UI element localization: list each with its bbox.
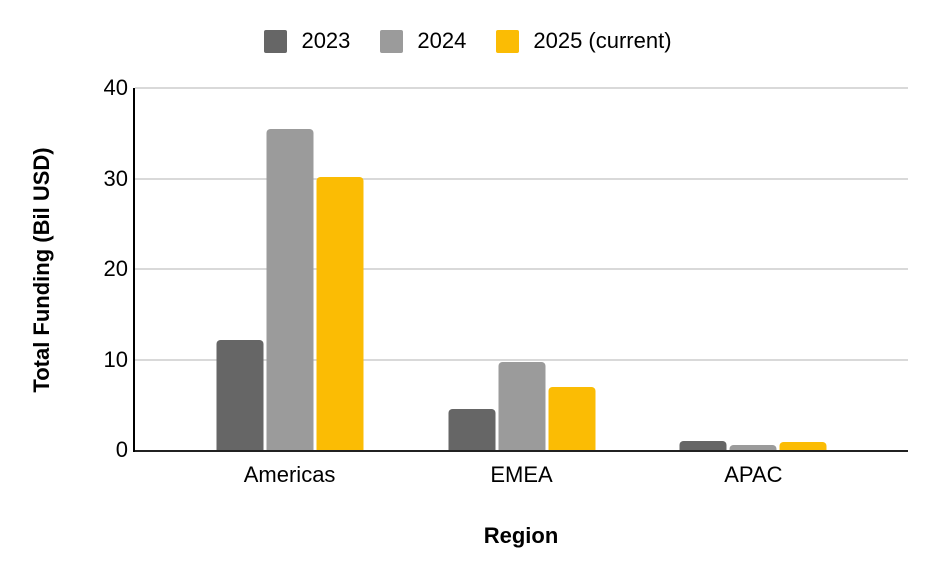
- x-axis-title: Region: [483, 523, 559, 548]
- legend-label-2023: 2023: [301, 28, 351, 53]
- y-tick-40: 40: [103, 75, 128, 100]
- y-axis-line: [133, 88, 135, 452]
- gridline-40: [135, 87, 908, 89]
- legend-item-2024: 2024: [380, 29, 466, 53]
- category-label-emea: EMEA: [490, 462, 553, 487]
- plot-area: [135, 87, 908, 450]
- bar-group-americas: [216, 88, 364, 450]
- legend-swatch-2023: [264, 29, 288, 53]
- bar-americas-2023: [216, 339, 264, 450]
- bar-americas-2025-current: [316, 176, 364, 450]
- x-axis-category-labels: Americas EMEA APAC: [135, 462, 908, 488]
- bar-apac-2023: [679, 440, 727, 450]
- bar-group-apac: [679, 88, 827, 450]
- y-tick-20: 20: [103, 256, 128, 281]
- x-axis-line: [135, 450, 908, 452]
- bar-emea-2023: [448, 409, 495, 450]
- gridline-20: [135, 268, 908, 270]
- bar-emea-2024: [498, 362, 545, 450]
- bar-apac-2025-current: [779, 441, 827, 450]
- legend-item-2025: 2025 (current): [496, 28, 672, 53]
- legend: 2023 2024 2025 (current): [0, 29, 936, 53]
- category-label-americas: Americas: [243, 462, 336, 487]
- y-tick-10: 10: [103, 346, 128, 372]
- y-tick-0: 0: [115, 437, 128, 462]
- legend-swatch-2025: [496, 29, 520, 53]
- gridline-30: [135, 177, 908, 180]
- bar-group-emea: [448, 88, 595, 450]
- legend-label-2024: 2024: [417, 28, 467, 53]
- y-axis-tick-labels: 0 10 20 30 40: [0, 77, 128, 461]
- gridline-10: [135, 358, 908, 361]
- bar-americas-2024: [266, 128, 314, 450]
- legend-label-2025: 2025 (current): [533, 28, 672, 53]
- category-label-apac: APAC: [724, 462, 783, 487]
- y-tick-30: 30: [103, 165, 128, 191]
- bar-emea-2025-current: [548, 386, 595, 450]
- legend-item-2023: 2023: [264, 29, 350, 53]
- bar-apac-2024: [729, 445, 777, 450]
- legend-swatch-2024: [380, 29, 404, 53]
